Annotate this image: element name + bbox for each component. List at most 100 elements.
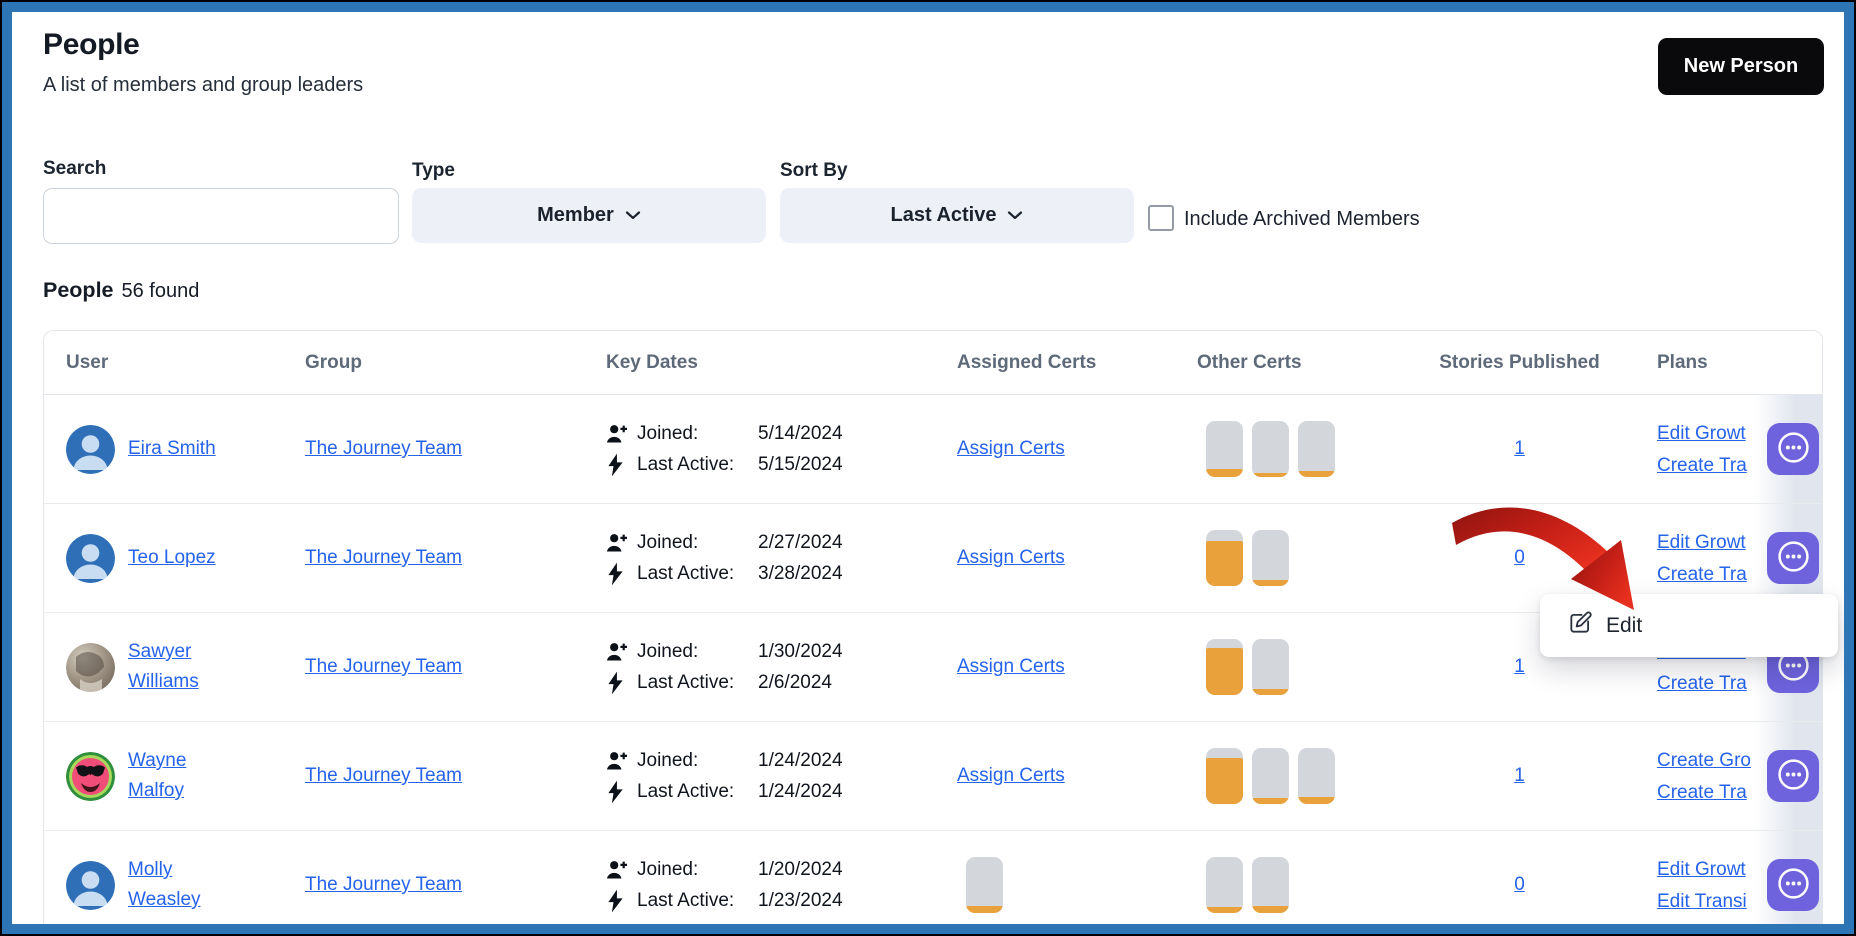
user-name-link[interactable]: Eira Smith (128, 438, 216, 459)
row-actions (1754, 831, 1822, 924)
lightning-bolt-icon (606, 453, 637, 477)
plan-link[interactable]: Create Gro (1657, 749, 1751, 771)
row-menu-button[interactable] (1767, 423, 1819, 475)
plan-link[interactable]: Edit Growt (1657, 858, 1746, 880)
new-person-button[interactable]: New Person (1658, 38, 1824, 95)
plan-link[interactable]: Create Tra (1657, 781, 1747, 803)
table-header-row: User Group Key Dates Assigned Certs Other Ce… (44, 331, 1822, 395)
cert-badge-fill (1252, 472, 1289, 477)
key-date-value: 1/30/2024 (758, 640, 843, 662)
page-subtitle: A list of members and group leaders (43, 74, 364, 96)
plans-cell: Create Gro Create Tra (1657, 746, 1822, 807)
search-input[interactable] (43, 188, 399, 244)
cert-badge (1252, 748, 1289, 804)
row-menu-button[interactable] (1767, 532, 1819, 584)
plan-link[interactable]: Edit Growt (1657, 531, 1746, 553)
stories-published-link[interactable]: 1 (1514, 765, 1525, 786)
column-header-plans: Plans (1657, 352, 1708, 373)
lightning-bolt-icon (606, 780, 637, 804)
stories-published-link[interactable]: 0 (1514, 874, 1525, 895)
key-date-value: 1/24/2024 (758, 780, 843, 802)
assign-certs-link[interactable]: Assign Certs (957, 765, 1065, 786)
group-link[interactable]: The Journey Team (305, 656, 463, 677)
user-name-link[interactable]: Wayne Malfoy (128, 750, 187, 801)
plan-link[interactable]: Edit Transi (1657, 890, 1747, 912)
stories-published-cell: 0 (1434, 874, 1657, 896)
table-row: Wayne Malfoy The Journey Team Joined: 1/24/… (44, 722, 1822, 831)
key-date-row: Joined: 1/24/2024 (606, 745, 957, 776)
cert-badge (1206, 639, 1243, 695)
include-archived-checkbox[interactable] (1148, 205, 1174, 231)
assign-certs-link[interactable]: Assign Certs (957, 547, 1065, 568)
assign-certs-link[interactable]: Assign Certs (957, 656, 1065, 677)
user-name-link[interactable]: Sawyer Williams (128, 641, 199, 692)
other-certs-cell (1197, 639, 1434, 695)
stories-published-link[interactable]: 0 (1514, 547, 1525, 568)
plan-link[interactable]: Edit Growt (1657, 422, 1746, 444)
cert-badge (966, 857, 1003, 913)
row-actions (1754, 395, 1822, 503)
assigned-cert-badges (957, 857, 1197, 913)
edit-menu-label: Edit (1606, 613, 1643, 637)
person-plus-icon (606, 641, 637, 663)
stories-published-link[interactable]: 1 (1514, 438, 1525, 459)
cert-badge-fill (1252, 580, 1289, 586)
assigned-certs-cell: Assign Certs (957, 765, 1197, 787)
user-cell: Molly Weasley (44, 855, 305, 915)
cert-badge-fill (1206, 647, 1243, 695)
plan-link[interactable]: Create Tra (1657, 672, 1747, 694)
stories-published-cell: 1 (1434, 438, 1657, 460)
plan-link[interactable]: Create Tra (1657, 563, 1747, 585)
results-bar: People 56 found (43, 278, 199, 303)
table-row: Sawyer Williams The Journey Team Joined: 1/… (44, 613, 1822, 722)
cert-badge (1252, 639, 1289, 695)
stories-published-link[interactable]: 1 (1514, 656, 1525, 677)
table-body: Eira Smith The Journey Team Joined: 5/14/20… (44, 395, 1822, 924)
user-name-link[interactable]: Teo Lopez (128, 547, 216, 568)
ellipsis-circle-icon (1777, 431, 1810, 467)
group-cell: The Journey Team (305, 874, 606, 896)
user-name: Teo Lopez (128, 543, 246, 573)
assign-certs-link[interactable]: Assign Certs (957, 438, 1065, 459)
cert-badge (1206, 421, 1243, 477)
cert-badge (1206, 748, 1243, 804)
key-date-value: 2/27/2024 (758, 531, 843, 553)
assigned-certs-cell: Assign Certs (957, 656, 1197, 678)
key-date-row: Last Active: 2/6/2024 (606, 667, 957, 698)
edit-menu-item[interactable]: Edit (1540, 594, 1838, 657)
other-certs-cell (1197, 530, 1434, 586)
key-date-label: Last Active: (637, 889, 735, 911)
other-certs-cell (1197, 857, 1434, 913)
user-cell: Wayne Malfoy (44, 746, 305, 806)
group-link[interactable]: The Journey Team (305, 547, 463, 568)
sort-by-dropdown[interactable]: Last Active (780, 188, 1134, 243)
cert-badge-fill (1206, 541, 1243, 586)
key-date-row: Joined: 1/30/2024 (606, 636, 957, 667)
user-name-link[interactable]: Molly Weasley (128, 859, 201, 910)
lightning-bolt-icon (606, 889, 637, 913)
group-link[interactable]: The Journey Team (305, 438, 463, 459)
column-header-assigned-certs: Assigned Certs (957, 351, 1097, 373)
sort-by-dropdown-value: Last Active (890, 204, 997, 226)
group-link[interactable]: The Journey Team (305, 765, 463, 786)
key-date-row: Last Active: 3/28/2024 (606, 558, 957, 589)
group-cell: The Journey Team (305, 547, 606, 569)
results-count: 56 found (121, 280, 200, 302)
other-cert-badges (1197, 421, 1434, 477)
cert-badge-fill (1206, 758, 1243, 804)
row-menu-button[interactable] (1767, 859, 1819, 911)
search-label: Search (43, 158, 107, 179)
key-date-label: Joined: (637, 640, 699, 662)
group-link[interactable]: The Journey Team (305, 874, 463, 895)
row-menu-button[interactable] (1767, 750, 1819, 802)
ellipsis-circle-icon (1777, 540, 1810, 576)
group-cell: The Journey Team (305, 765, 606, 787)
avatar (66, 424, 115, 474)
key-dates-cell: Joined: 2/27/2024 Last Active: 3/28/2024 (606, 527, 957, 589)
key-date-value: 1/24/2024 (758, 749, 843, 771)
type-dropdown[interactable]: Member (412, 188, 766, 243)
column-header-other-certs: Other Certs (1197, 351, 1302, 373)
plan-link[interactable]: Create Tra (1657, 454, 1747, 476)
stories-published-cell: 1 (1434, 656, 1657, 678)
